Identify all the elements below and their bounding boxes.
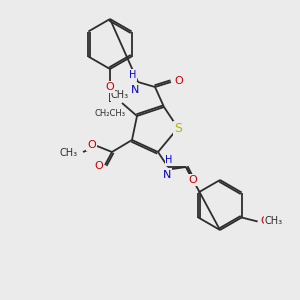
Text: N: N xyxy=(163,170,171,180)
Text: O: O xyxy=(174,76,183,86)
Text: N: N xyxy=(130,85,139,95)
Text: CH₂CH₃: CH₂CH₃ xyxy=(94,109,125,118)
Text: O: O xyxy=(106,82,114,92)
Text: CH₃: CH₃ xyxy=(60,148,78,158)
Text: O: O xyxy=(87,140,96,150)
Text: CH₃: CH₃ xyxy=(265,215,283,226)
Text: O: O xyxy=(94,161,103,171)
Text: H: H xyxy=(129,70,136,80)
Text: O: O xyxy=(261,215,269,226)
Text: O: O xyxy=(189,175,197,185)
Text: S: S xyxy=(174,122,182,134)
Text: CH₃: CH₃ xyxy=(111,90,129,100)
Text: H: H xyxy=(165,155,173,165)
